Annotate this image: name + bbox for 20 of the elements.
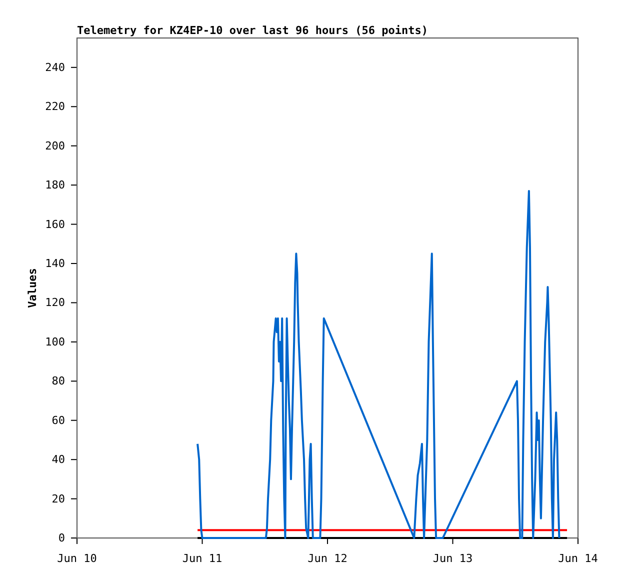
x-tick-label: Jun 12 — [308, 552, 348, 565]
x-tick-label: Jun 10 — [57, 552, 97, 565]
y-tick-label: 40 — [52, 453, 65, 466]
y-tick-label: 20 — [52, 492, 65, 506]
y-tick-label: 120 — [45, 296, 65, 310]
x-tick-label: Jun 14 — [558, 552, 598, 565]
y-tick-label: 240 — [45, 60, 65, 74]
y-tick-label: 0 — [58, 532, 65, 545]
y-tick-label: 80 — [52, 374, 65, 388]
y-tick-label: 100 — [45, 335, 65, 348]
y-tick-label: 140 — [45, 257, 65, 270]
x-tick-label: Jun 11 — [182, 552, 222, 565]
y-axis-title: Values — [26, 268, 39, 308]
y-tick-label: 220 — [45, 100, 65, 114]
y-tick-label: 200 — [45, 139, 65, 152]
x-tick-label: Jun 13 — [432, 552, 473, 565]
chart-title: Telemetry for KZ4EP-10 over last 96 hours (56 points) — [77, 24, 428, 37]
y-tick-label: 160 — [45, 218, 65, 231]
y-tick-label: 180 — [45, 178, 65, 192]
y-tick-label: 60 — [52, 414, 65, 427]
